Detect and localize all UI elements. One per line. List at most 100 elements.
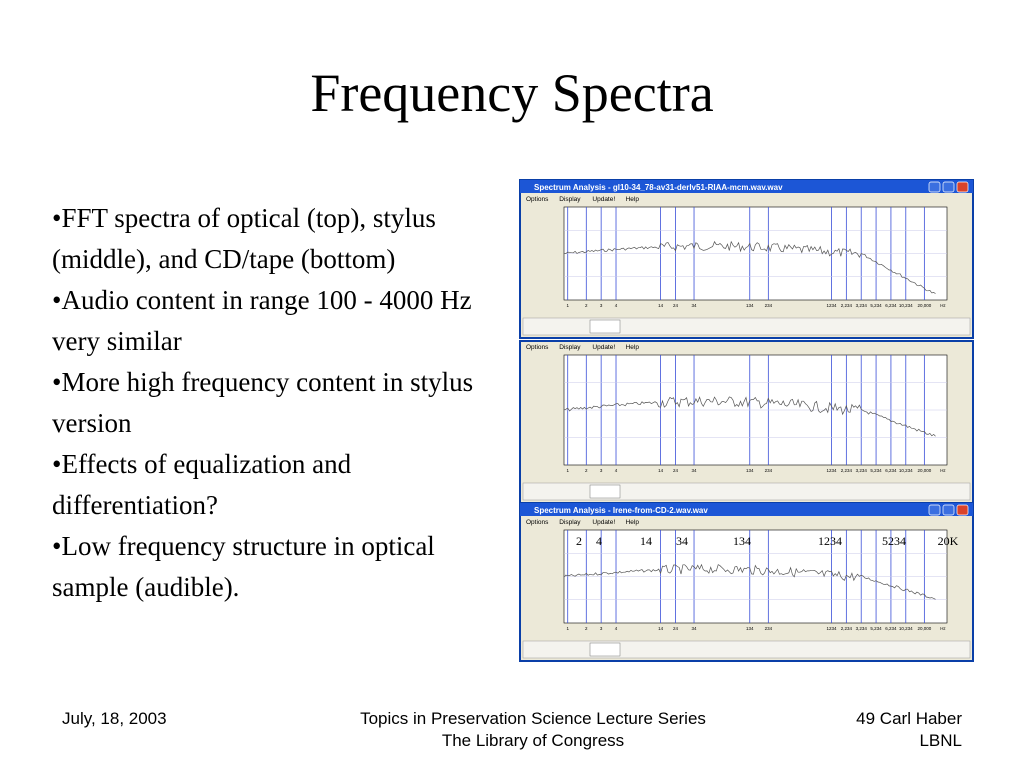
- info-panel: [522, 640, 971, 659]
- x-axis-label: 20,000: [917, 303, 931, 308]
- bullet-list: •FFT spectra of optical (top), stylus (m…: [52, 198, 502, 608]
- thumbnail: [589, 642, 621, 657]
- overlay-label: 134: [733, 534, 751, 548]
- footer-line: The Library of Congress: [441, 731, 625, 750]
- info-panel: [522, 482, 971, 501]
- x-axis-label: 14: [658, 303, 664, 308]
- window-button: [942, 181, 955, 193]
- x-axis-label: 5,234: [870, 303, 882, 308]
- overlay-label: 14: [640, 534, 652, 548]
- x-axis-label: 6,234: [885, 303, 897, 308]
- x-axis-label: 34: [692, 468, 698, 473]
- x-axis-label: 1: [566, 468, 569, 473]
- footer-line: LBNL: [919, 731, 962, 750]
- footer-center: Topics in Preservation Science Lecture S…: [300, 708, 766, 752]
- menu-item: Display: [559, 196, 581, 203]
- x-axis-label: 234: [765, 303, 773, 308]
- x-axis-label: 24: [673, 626, 679, 631]
- overlay-label: 5234: [882, 534, 906, 548]
- x-axis-label: 34: [692, 626, 698, 631]
- window-button: [942, 504, 955, 516]
- x-axis-label: 134: [746, 468, 754, 473]
- menu-item: Help: [626, 519, 640, 526]
- footer-line: Topics in Preservation Science Lecture S…: [360, 709, 706, 728]
- x-axis-label: 6,234: [885, 468, 897, 473]
- x-axis-label: 3,234: [856, 303, 868, 308]
- bullet: •More high frequency content in stylus v…: [52, 367, 474, 438]
- menu-item: Help: [626, 196, 640, 203]
- x-axis-label: Hz: [940, 626, 946, 631]
- x-axis-label: 134: [746, 626, 754, 631]
- x-axis-label: 24: [673, 303, 679, 308]
- menu-item: Help: [626, 344, 640, 351]
- footer-right: 49 Carl Haber LBNL: [856, 708, 962, 752]
- x-axis-label: 2: [585, 303, 588, 308]
- x-axis-label: 3,234: [856, 626, 868, 631]
- x-axis-label: 6,234: [885, 626, 897, 631]
- window-button: [928, 181, 941, 193]
- title-bar: [520, 503, 973, 516]
- overlay-label: 34: [676, 534, 688, 548]
- x-axis-label: 2: [585, 626, 588, 631]
- spectrum-trace: [563, 563, 936, 600]
- x-axis-label: Hz: [940, 303, 946, 308]
- x-axis-label: 234: [765, 468, 773, 473]
- overlay-label: 4: [596, 534, 602, 548]
- x-axis-label: 3,234: [856, 468, 868, 473]
- thumbnail: [589, 319, 621, 334]
- x-axis-label: 2,234: [841, 626, 853, 631]
- menu-item: Update!: [592, 519, 615, 526]
- x-axis-label: 134: [746, 303, 754, 308]
- window-button: [956, 181, 969, 193]
- window-button: [928, 504, 941, 516]
- menu-item: Options: [526, 196, 549, 203]
- menu-item: Display: [559, 519, 581, 526]
- thumbnail: [589, 484, 621, 499]
- x-axis-label: 3: [600, 303, 603, 308]
- x-axis-label: 14: [658, 626, 664, 631]
- menu-item: Update!: [592, 196, 615, 203]
- footer-date: July, 18, 2003: [62, 709, 167, 728]
- overlay-label: 20K: [938, 534, 959, 548]
- spectrum-trace: [563, 396, 936, 437]
- x-axis-label: 1234: [826, 468, 837, 473]
- menu-item: Display: [559, 344, 581, 351]
- spectrum-trace: [564, 240, 936, 294]
- x-axis-label: 10,234: [899, 303, 913, 308]
- x-axis-label: 1234: [826, 626, 837, 631]
- x-axis-label: Hz: [940, 468, 946, 473]
- x-axis-label: 3: [600, 468, 603, 473]
- footer-line: 49 Carl Haber: [856, 709, 962, 728]
- x-axis-label: 4: [615, 303, 618, 308]
- x-axis-label: 14: [658, 468, 664, 473]
- window-button: [956, 504, 969, 516]
- window-title: Spectrum Analysis - Irene-from-CD-2.wav.…: [534, 506, 708, 515]
- x-axis-label: 5,234: [870, 468, 882, 473]
- x-axis-label: 3: [600, 626, 603, 631]
- x-axis-label: 1: [566, 626, 569, 631]
- x-axis-label: 2,234: [841, 303, 853, 308]
- x-axis-label: 234: [765, 626, 773, 631]
- bullet: •Audio content in range 100 - 4000 Hz ve…: [52, 285, 472, 356]
- x-axis-label: 1234: [826, 303, 837, 308]
- x-axis-label: 10,234: [899, 626, 913, 631]
- bullet: •Low frequency structure in optical samp…: [52, 531, 435, 602]
- x-axis-label: 4: [615, 626, 618, 631]
- menu-item: Options: [526, 519, 549, 526]
- x-axis-label: 24: [673, 468, 679, 473]
- menu-item: Update!: [592, 344, 615, 351]
- x-axis-label: 34: [692, 303, 698, 308]
- x-axis-label: 2,234: [841, 468, 853, 473]
- x-axis-label: 20,000: [917, 468, 931, 473]
- x-axis-label: 5,234: [870, 626, 882, 631]
- title-bar: [520, 180, 973, 193]
- bullet: •Effects of equalization and differentia…: [52, 449, 352, 520]
- x-axis-label: 10,234: [899, 468, 913, 473]
- overlay-label: 2: [576, 534, 582, 548]
- bullet: •FFT spectra of optical (top), stylus (m…: [52, 203, 436, 274]
- menu-item: Options: [526, 344, 549, 351]
- info-panel: [522, 317, 971, 336]
- x-axis-label: 20,000: [917, 626, 931, 631]
